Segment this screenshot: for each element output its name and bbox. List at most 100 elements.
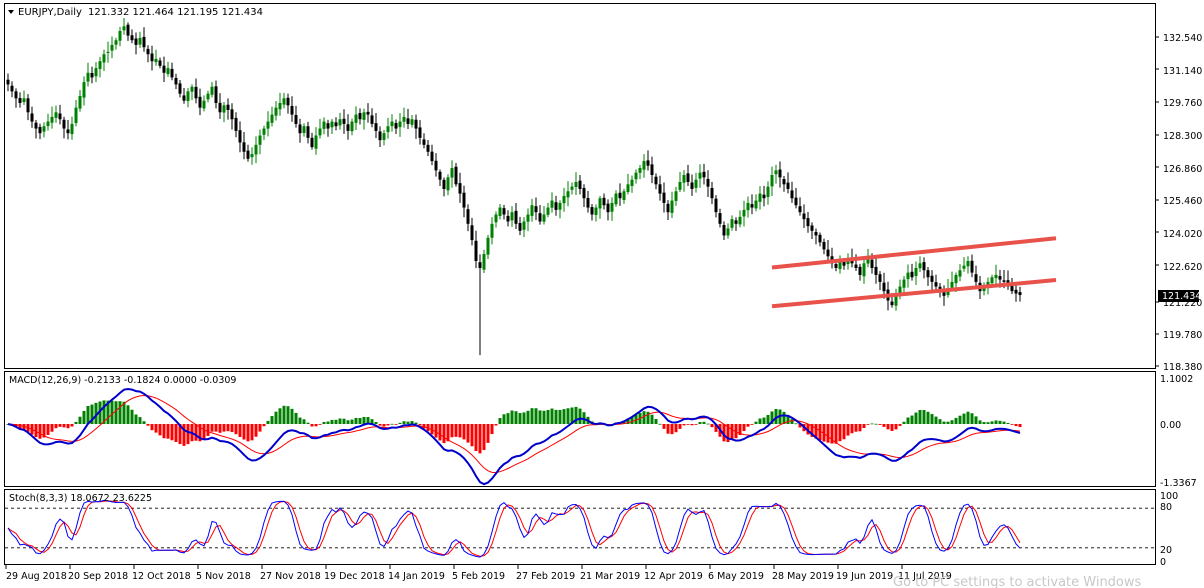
macd-histogram-bar (838, 424, 842, 442)
macd-histogram-bar (650, 414, 654, 424)
macd-histogram-bar (130, 409, 134, 424)
candle-body (30, 113, 34, 122)
candle-body (290, 105, 294, 115)
symbol-label[interactable]: EURJPY,Daily (18, 7, 82, 18)
macd-histogram-bar (742, 424, 746, 432)
macd-histogram-bar (986, 422, 990, 424)
macd-histogram-bar (434, 424, 438, 438)
macd-histogram-bar (758, 418, 762, 424)
price-tick: 125.460 (1163, 196, 1202, 207)
macd-histogram-bar (854, 424, 858, 432)
macd-histogram-bar (90, 404, 94, 424)
candle-body (414, 119, 418, 129)
candle-body (410, 119, 414, 125)
macd-histogram-bar (714, 424, 718, 432)
macd-histogram-bar (658, 423, 662, 425)
macd-histogram-bar (782, 411, 786, 424)
macd-histogram-bar (494, 424, 498, 426)
candle-body (142, 36, 146, 48)
candle-body (338, 119, 342, 126)
channel-lower-line (771, 278, 1057, 309)
macd-histogram-bar (394, 424, 398, 425)
activation-watermark: Go to PC settings to activate Windows (893, 575, 1142, 588)
macd-histogram-bar (246, 424, 250, 442)
price-tick: 132.540 (1163, 33, 1202, 44)
macd-histogram-bar (206, 424, 210, 436)
candle-body (930, 275, 934, 282)
stoch-tick: 20 (1160, 545, 1172, 556)
candle-body (426, 144, 430, 152)
macd-histogram-bar (214, 424, 218, 432)
channel-upper-line (771, 236, 1057, 270)
candle-body (34, 122, 38, 129)
macd-histogram-bar (150, 424, 154, 431)
candle-body (954, 274, 958, 284)
macd-histogram-bar (262, 424, 266, 427)
macd-histogram-bar (946, 421, 950, 424)
macd-histogram-bar (686, 424, 690, 425)
macd-histogram-bar (626, 418, 630, 424)
time-label: 29 Aug 2018 (6, 571, 67, 582)
macd-histogram-bar (134, 414, 138, 424)
candle-body (118, 30, 122, 41)
candle-body (182, 95, 186, 101)
macd-histogram-bar (258, 424, 262, 432)
macd-histogram-bar (546, 409, 550, 424)
price-tick: 124.020 (1163, 229, 1202, 240)
candle-body (762, 194, 766, 199)
candle-body (738, 216, 742, 225)
time-label: 5 Nov 2018 (196, 571, 251, 582)
macd-histogram-bar (894, 424, 898, 430)
candle-body (866, 258, 870, 264)
candle-body (198, 96, 202, 108)
macd-histogram-bar (458, 424, 462, 438)
candle-body (570, 186, 574, 190)
macd-histogram-bar (110, 400, 114, 424)
axis-layer (5, 36, 1159, 569)
current-price-box (1158, 290, 1199, 302)
candle-body (402, 116, 406, 122)
macd-histogram-bar (858, 424, 862, 432)
macd-histogram-bar (250, 424, 254, 441)
candle-body (418, 127, 422, 138)
macd-histogram-bar (154, 424, 158, 433)
time-label: 28 May 2019 (772, 571, 834, 582)
macd-histogram-bar (550, 408, 554, 424)
macd-histogram-bar (298, 417, 302, 424)
candle-body (270, 114, 274, 123)
candle-body (486, 237, 490, 255)
macd-histogram-bar (302, 419, 306, 424)
macd-histogram-bar (710, 424, 714, 428)
candle-body (778, 169, 782, 178)
candle-body (362, 112, 366, 120)
candle-body (494, 214, 498, 223)
price-layer (6, 17, 1022, 356)
time-label: 19 Dec 2018 (324, 571, 385, 582)
macd-histogram-bar (662, 424, 666, 429)
macd-histogram-bar (42, 424, 46, 438)
macd-histogram-bar (378, 424, 382, 426)
price-tick: 122.620 (1163, 262, 1202, 273)
candle-body (234, 117, 238, 131)
candle-body (466, 209, 470, 224)
symbol-dropdown-icon[interactable] (8, 10, 14, 14)
price-tick: 119.780 (1163, 330, 1202, 341)
macd-histogram-bar (290, 408, 294, 424)
candle-body (698, 172, 702, 179)
candle-body (178, 83, 182, 94)
macd-histogram-bar (486, 424, 490, 443)
macd-histogram-bar (182, 424, 186, 446)
candle-body (558, 202, 562, 210)
candle-body (1010, 285, 1014, 292)
macd-histogram-bar (682, 424, 686, 426)
macd-histogram-bar (814, 424, 818, 439)
macd-histogram-bar (362, 416, 366, 424)
candle-body (1002, 280, 1006, 282)
candle-body (1014, 289, 1018, 294)
candle-body (642, 161, 646, 170)
macd-tick: -1.3367 (1160, 478, 1197, 489)
macd-histogram-bar (406, 421, 410, 424)
macd-histogram-bar (418, 424, 422, 426)
candle-body (714, 198, 718, 213)
macd-histogram-bar (726, 424, 730, 443)
